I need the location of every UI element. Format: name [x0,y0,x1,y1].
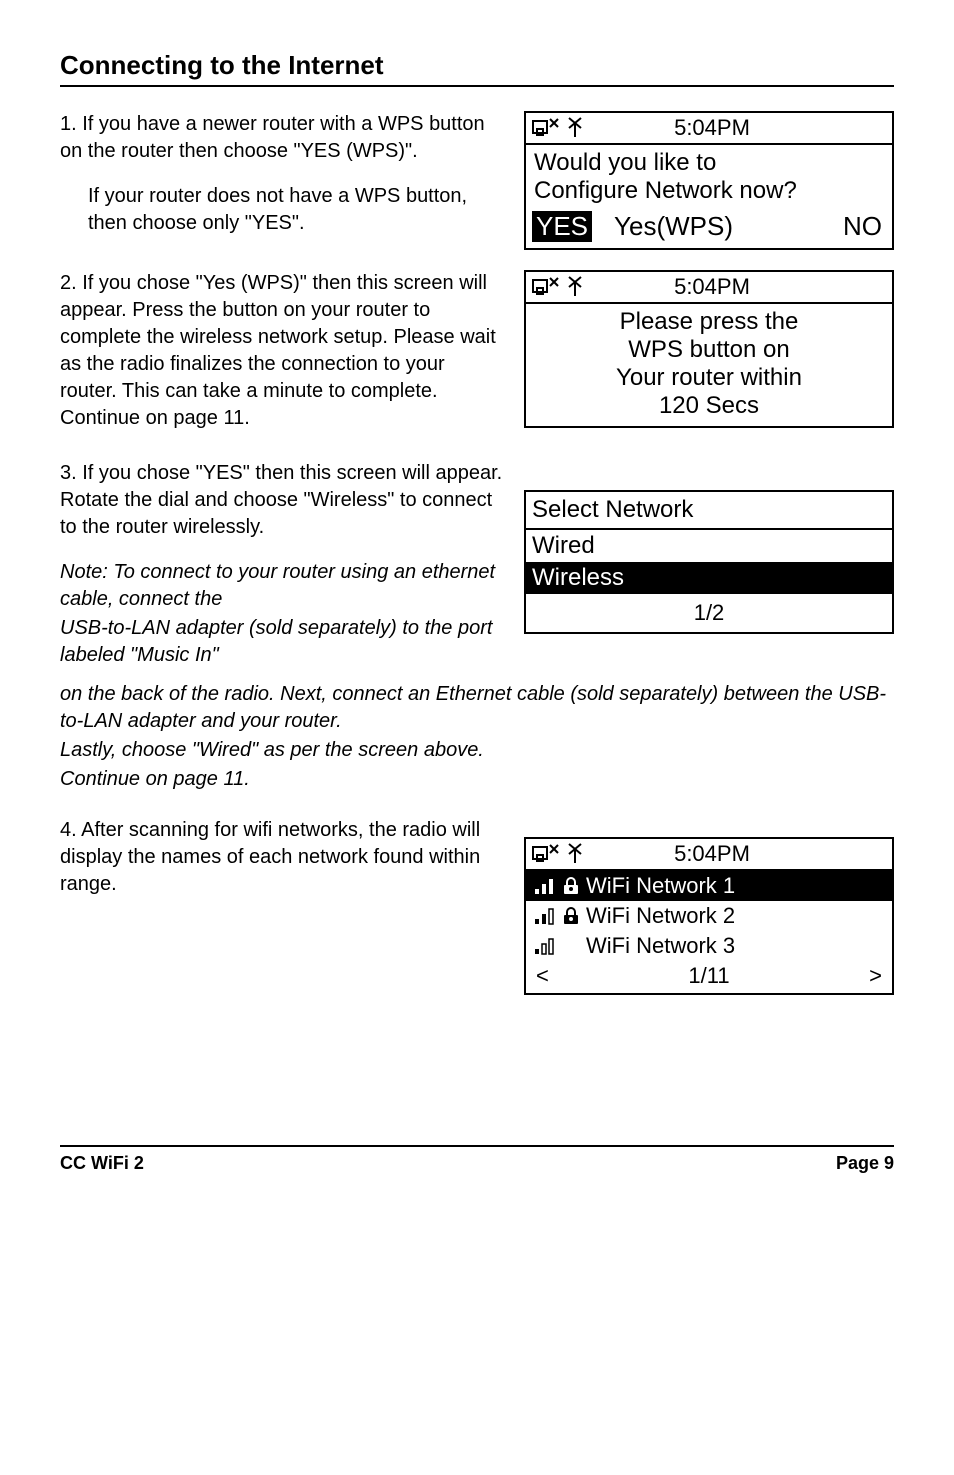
ethernet-x-icon [532,276,560,298]
page-footer: CC WiFi 2 Page 9 [60,1145,894,1174]
note-l2: USB-to-LAN adapter (sold separately) to … [60,615,506,669]
note-l3: on the back of the radio. Next, connect … [60,681,894,735]
fig1-lcd: 5:04PM Would you like to Configure Netwo… [524,111,894,250]
fig1-opt-no: NO [839,211,886,242]
step3-para: 3. If you chose "YES" then this screen w… [60,460,506,541]
fig2-l2: WPS button on [534,336,884,364]
fig1-time: 5:04PM [590,115,834,141]
note-l5: Continue on page 11. [60,766,894,793]
fig3-lcd: Select Network Wired Wireless 1/2 [524,490,894,634]
lock-icon [562,877,580,895]
fig1-opt-yes: YES [532,211,592,242]
fig1-line2: Configure Network now? [534,177,884,205]
lock-icon [562,907,580,925]
fig4-n3-label: WiFi Network 3 [586,933,735,959]
fig1-opt-wps: Yes(WPS) [610,211,737,242]
signal-icon [534,937,556,955]
footer-right: Page 9 [836,1153,894,1174]
fig1-line1: Would you like to [534,149,884,177]
fig4-page: 1/11 [688,963,729,989]
note-block: Note: To connect to your router using an… [60,559,506,669]
fig3-opt-wireless: Wireless [526,562,892,594]
fig4-n1-label: WiFi Network 1 [586,873,735,899]
note-l1: Note: To connect to your router using an… [60,559,506,613]
step2-para: 2. If you chose "Yes (WPS)" then this sc… [60,270,506,432]
fig2-l4: 120 Secs [534,392,884,420]
ethernet-x-icon [532,117,560,139]
signal-icon [534,907,556,925]
antenna-x-icon [566,117,584,139]
step1-para1: 1. If you have a newer router with a WPS… [60,111,506,165]
ethernet-x-icon [532,843,560,865]
fig2-l1: Please press the [534,308,884,336]
step4-text: 4. After scanning for wifi networks, the… [60,817,506,1005]
section-heading: Connecting to the Internet [60,50,894,87]
fig4-next: > [869,963,882,989]
step2-text: 2. If you chose "Yes (WPS)" then this sc… [60,270,506,450]
note-l4: Lastly, choose "Wired" as per the screen… [60,737,894,764]
footer-left: CC WiFi 2 [60,1153,144,1174]
fig2-time: 5:04PM [590,274,834,300]
fig3-page: 1/2 [526,594,892,632]
step1-para2: If your router does not have a WPS butto… [60,183,506,237]
antenna-x-icon [566,843,584,865]
fig4-time: 5:04PM [590,841,834,867]
step1-text: 1. If you have a newer router with a WPS… [60,111,506,260]
fig2-lcd: 5:04PM Please press the WPS button on Yo… [524,270,894,428]
fig3-opt-wired: Wired [526,530,892,562]
fig2-l3: Your router within [534,364,884,392]
step4-para: 4. After scanning for wifi networks, the… [60,817,506,898]
antenna-x-icon [566,276,584,298]
fig4-prev: < [536,963,549,989]
fig4-net3: WiFi Network 3 [526,931,892,961]
fig3-title: Select Network [526,492,892,530]
fig4-lcd: 5:04PM WiFi Network 1 [524,837,894,995]
fig4-n2-label: WiFi Network 2 [586,903,735,929]
signal-icon [534,877,556,895]
fig4-net2: WiFi Network 2 [526,901,892,931]
note-cont: on the back of the radio. Next, connect … [60,681,894,793]
fig4-net1: WiFi Network 1 [526,871,892,901]
